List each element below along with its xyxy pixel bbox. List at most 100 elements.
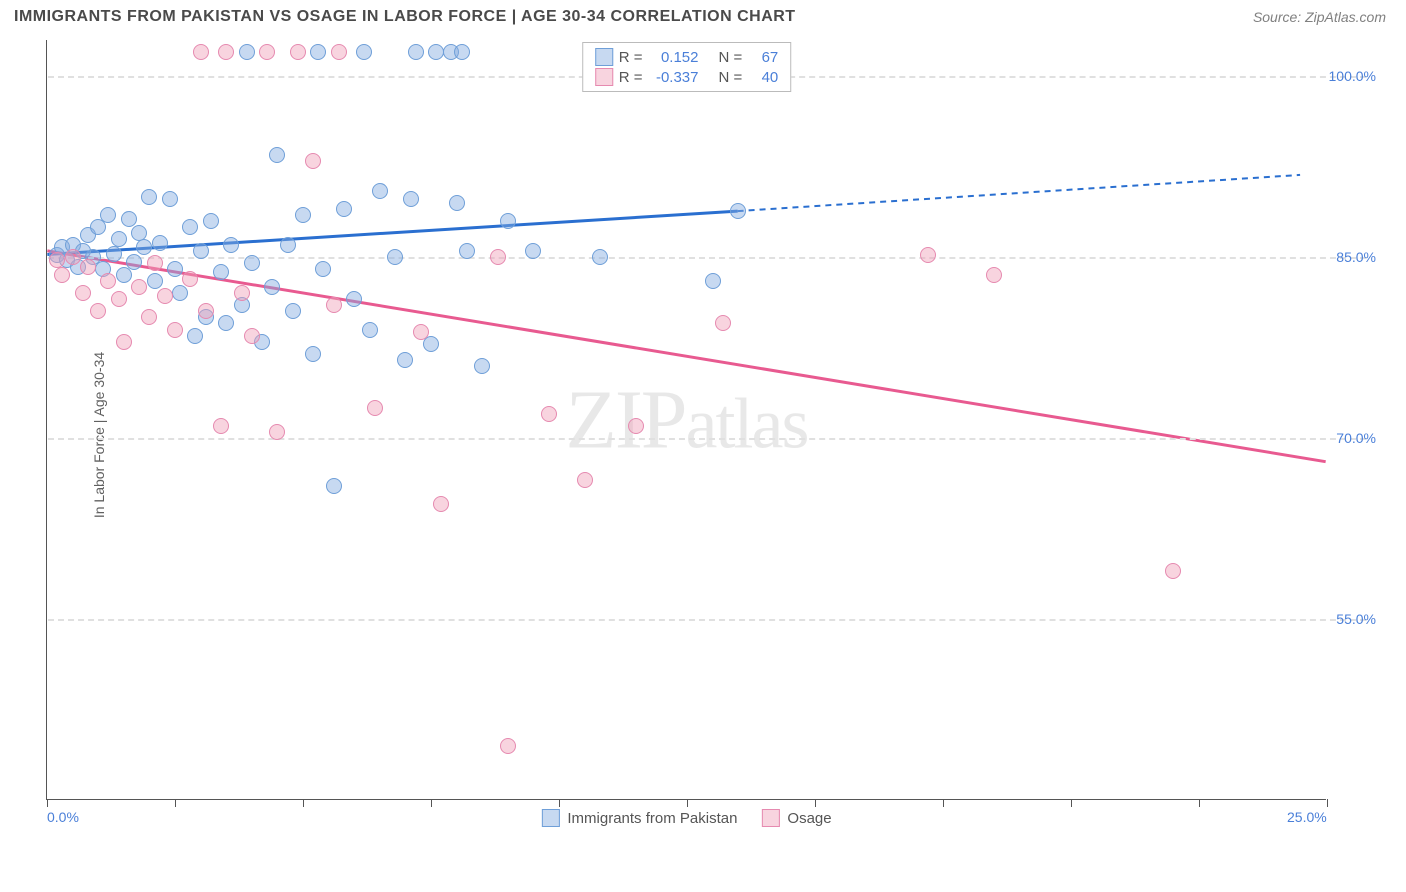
plot-area: ZIPatlas R = 0.152 N = 67 R = -0.337 N =… bbox=[46, 40, 1326, 800]
data-point bbox=[259, 44, 275, 60]
legend-swatch-icon bbox=[595, 68, 613, 86]
data-point bbox=[459, 243, 475, 259]
legend-stats-row: R = 0.152 N = 67 bbox=[595, 47, 779, 67]
legend-swatch-icon bbox=[761, 809, 779, 827]
data-point bbox=[346, 291, 362, 307]
data-point bbox=[920, 247, 936, 263]
r-label: R = bbox=[619, 69, 643, 86]
n-label: N = bbox=[719, 49, 743, 66]
legend-series: Immigrants from Pakistan Osage bbox=[541, 809, 831, 827]
data-point bbox=[49, 252, 65, 268]
data-point bbox=[367, 400, 383, 416]
xtick bbox=[1071, 799, 1072, 807]
data-point bbox=[106, 246, 122, 262]
data-point bbox=[730, 203, 746, 219]
data-point bbox=[121, 211, 137, 227]
data-point bbox=[305, 346, 321, 362]
data-point bbox=[269, 147, 285, 163]
xtick bbox=[175, 799, 176, 807]
data-point bbox=[244, 328, 260, 344]
xtick bbox=[559, 799, 560, 807]
gridline bbox=[48, 438, 1366, 440]
data-point bbox=[403, 191, 419, 207]
trend-lines bbox=[47, 40, 1326, 799]
data-point bbox=[234, 285, 250, 301]
xtick bbox=[1327, 799, 1328, 807]
data-point bbox=[326, 297, 342, 313]
data-point bbox=[280, 237, 296, 253]
data-point bbox=[331, 44, 347, 60]
chart-title: IMMIGRANTS FROM PAKISTAN VS OSAGE IN LAB… bbox=[14, 8, 796, 26]
legend-item: Immigrants from Pakistan bbox=[541, 809, 737, 827]
data-point bbox=[111, 291, 127, 307]
data-point bbox=[54, 267, 70, 283]
data-point bbox=[705, 273, 721, 289]
data-point bbox=[218, 44, 234, 60]
data-point bbox=[397, 352, 413, 368]
watermark: ZIPatlas bbox=[566, 371, 808, 468]
xtick bbox=[687, 799, 688, 807]
data-point bbox=[541, 406, 557, 422]
ytick-label: 85.0% bbox=[1336, 249, 1376, 265]
data-point bbox=[715, 315, 731, 331]
data-point bbox=[126, 254, 142, 270]
r-value: 0.152 bbox=[649, 49, 699, 66]
data-point bbox=[326, 478, 342, 494]
data-point bbox=[356, 44, 372, 60]
ytick-label: 55.0% bbox=[1336, 611, 1376, 627]
data-point bbox=[1165, 563, 1181, 579]
data-point bbox=[80, 259, 96, 275]
data-point bbox=[577, 472, 593, 488]
data-point bbox=[223, 237, 239, 253]
data-point bbox=[157, 288, 173, 304]
xtick-label: 0.0% bbox=[47, 809, 79, 825]
data-point bbox=[474, 358, 490, 374]
data-point bbox=[500, 213, 516, 229]
ytick-label: 70.0% bbox=[1336, 430, 1376, 446]
ytick-label: 100.0% bbox=[1329, 68, 1376, 84]
data-point bbox=[408, 44, 424, 60]
data-point bbox=[986, 267, 1002, 283]
xtick bbox=[815, 799, 816, 807]
data-point bbox=[628, 418, 644, 434]
data-point bbox=[372, 183, 388, 199]
data-point bbox=[305, 153, 321, 169]
data-point bbox=[116, 267, 132, 283]
data-point bbox=[147, 273, 163, 289]
data-point bbox=[147, 255, 163, 271]
data-point bbox=[290, 44, 306, 60]
data-point bbox=[387, 249, 403, 265]
data-point bbox=[131, 279, 147, 295]
data-point bbox=[198, 303, 214, 319]
data-point bbox=[592, 249, 608, 265]
data-point bbox=[295, 207, 311, 223]
data-point bbox=[490, 249, 506, 265]
data-point bbox=[167, 261, 183, 277]
data-point bbox=[413, 324, 429, 340]
data-point bbox=[167, 322, 183, 338]
data-point bbox=[218, 315, 234, 331]
n-label: N = bbox=[719, 69, 743, 86]
data-point bbox=[525, 243, 541, 259]
data-point bbox=[141, 189, 157, 205]
data-point bbox=[141, 309, 157, 325]
data-point bbox=[90, 303, 106, 319]
legend-stats-row: R = -0.337 N = 40 bbox=[595, 67, 779, 87]
data-point bbox=[454, 44, 470, 60]
legend-item: Osage bbox=[761, 809, 831, 827]
data-point bbox=[213, 264, 229, 280]
data-point bbox=[449, 195, 465, 211]
gridline bbox=[48, 619, 1366, 621]
data-point bbox=[100, 207, 116, 223]
n-value: 40 bbox=[748, 69, 778, 86]
data-point bbox=[187, 328, 203, 344]
legend-swatch-icon bbox=[541, 809, 559, 827]
n-value: 67 bbox=[748, 49, 778, 66]
legend-label: Immigrants from Pakistan bbox=[567, 810, 737, 827]
data-point bbox=[136, 239, 152, 255]
data-point bbox=[162, 191, 178, 207]
data-point bbox=[193, 243, 209, 259]
data-point bbox=[244, 255, 260, 271]
data-point bbox=[500, 738, 516, 754]
data-point bbox=[269, 424, 285, 440]
